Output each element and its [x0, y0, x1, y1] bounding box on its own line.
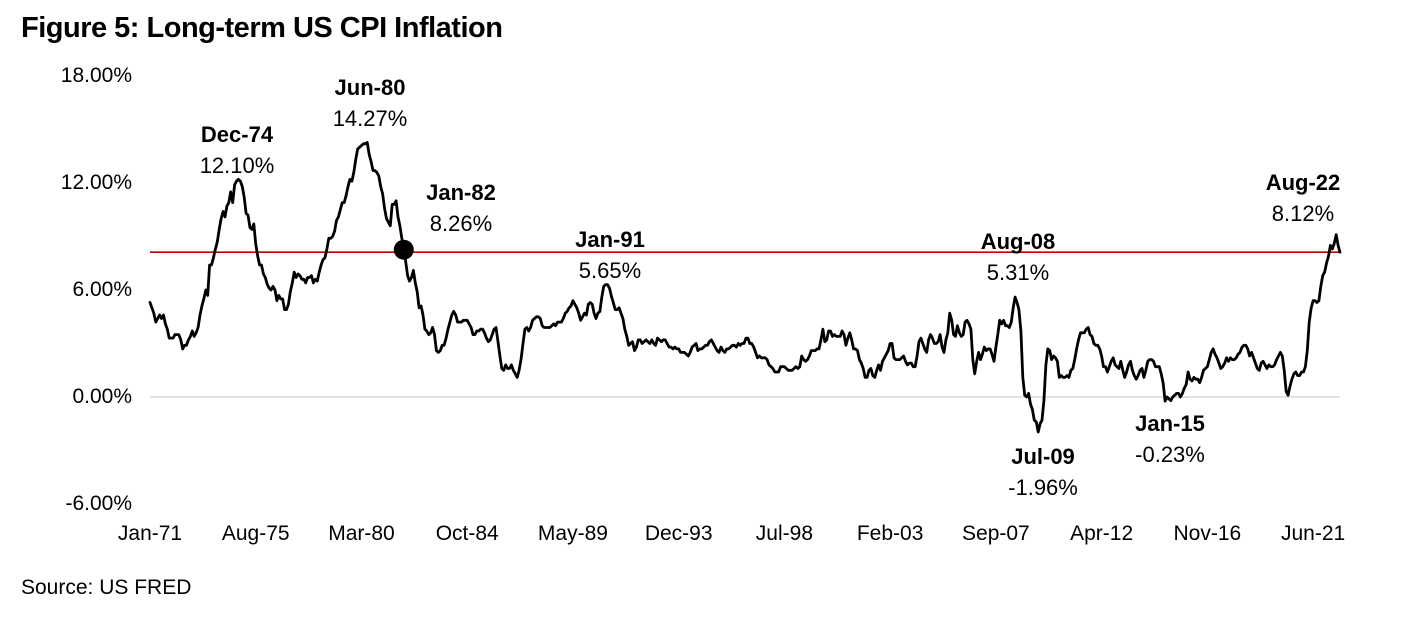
annotation-value: 14.27% — [332, 106, 408, 131]
y-axis-tick-label: -6.00% — [65, 492, 132, 515]
annotation-date: Aug-22 — [1265, 170, 1341, 195]
jan-82-marker-dot — [393, 239, 414, 260]
x-axis-tick-label: Jun-21 — [1280, 522, 1346, 545]
x-axis-tick-label: Aug-75 — [221, 522, 290, 545]
source-text: Source: US FRED — [21, 576, 192, 599]
annotation-jul-09: Jul-09 -1.96% — [978, 441, 1108, 503]
annotation-date: Jul-09 — [1011, 444, 1075, 469]
annotation-date: Jan-91 — [575, 227, 645, 252]
chart-title: Figure 5: Long-term US CPI Inflation — [21, 12, 503, 44]
annotation-value: -1.96% — [1008, 475, 1078, 500]
annotation-date: Jan-82 — [426, 180, 496, 205]
x-axis-tick-label: Jul-98 — [755, 522, 813, 545]
annotation-date: Aug-08 — [980, 229, 1056, 254]
x-axis-tick-label: Nov-16 — [1173, 522, 1242, 545]
annotation-aug-08: Aug-08 5.31% — [953, 226, 1083, 288]
annotation-value: 5.65% — [578, 258, 642, 283]
y-axis-tick-label: 12.00% — [60, 171, 132, 194]
annotation-date: Jun-80 — [334, 75, 406, 100]
x-axis-tick-label: Dec-93 — [644, 522, 713, 545]
annotation-aug-22: Aug-22 8.12% — [1238, 167, 1368, 229]
y-axis-tick-label: 18.00% — [60, 64, 132, 87]
annotation-value: -0.23% — [1135, 442, 1205, 467]
annotation-value: 5.31% — [986, 260, 1050, 285]
annotation-value: 8.12% — [1271, 201, 1335, 226]
x-axis-tick-label: Mar-80 — [328, 522, 395, 545]
annotation-jan-82: Jan-82 8.26% — [396, 177, 526, 239]
annotation-value: 8.26% — [429, 211, 493, 236]
annotation-jan-91: Jan-91 5.65% — [545, 224, 675, 286]
y-axis-tick-label: 6.00% — [72, 278, 132, 301]
x-axis-tick-label: May-89 — [537, 522, 608, 545]
x-axis-tick-label: Apr-12 — [1070, 522, 1134, 545]
y-axis-tick-label: 0.00% — [72, 385, 132, 408]
annotation-date: Dec-74 — [200, 122, 274, 147]
x-axis-tick-label: Oct-84 — [435, 522, 499, 545]
x-axis-tick-label: Jan-71 — [117, 522, 183, 545]
inflation-line — [148, 141, 1342, 434]
x-axis-tick-label: Sep-07 — [962, 522, 1030, 545]
annotation-jan-15: Jan-15 -0.23% — [1105, 408, 1235, 470]
annotation-value: 12.10% — [199, 153, 275, 178]
annotation-date: Jan-15 — [1135, 411, 1205, 436]
x-axis-tick-label: Feb-03 — [856, 522, 924, 545]
annotation-dec-74: Dec-74 12.10% — [172, 119, 302, 181]
annotation-jun-80: Jun-80 14.27% — [305, 72, 435, 134]
